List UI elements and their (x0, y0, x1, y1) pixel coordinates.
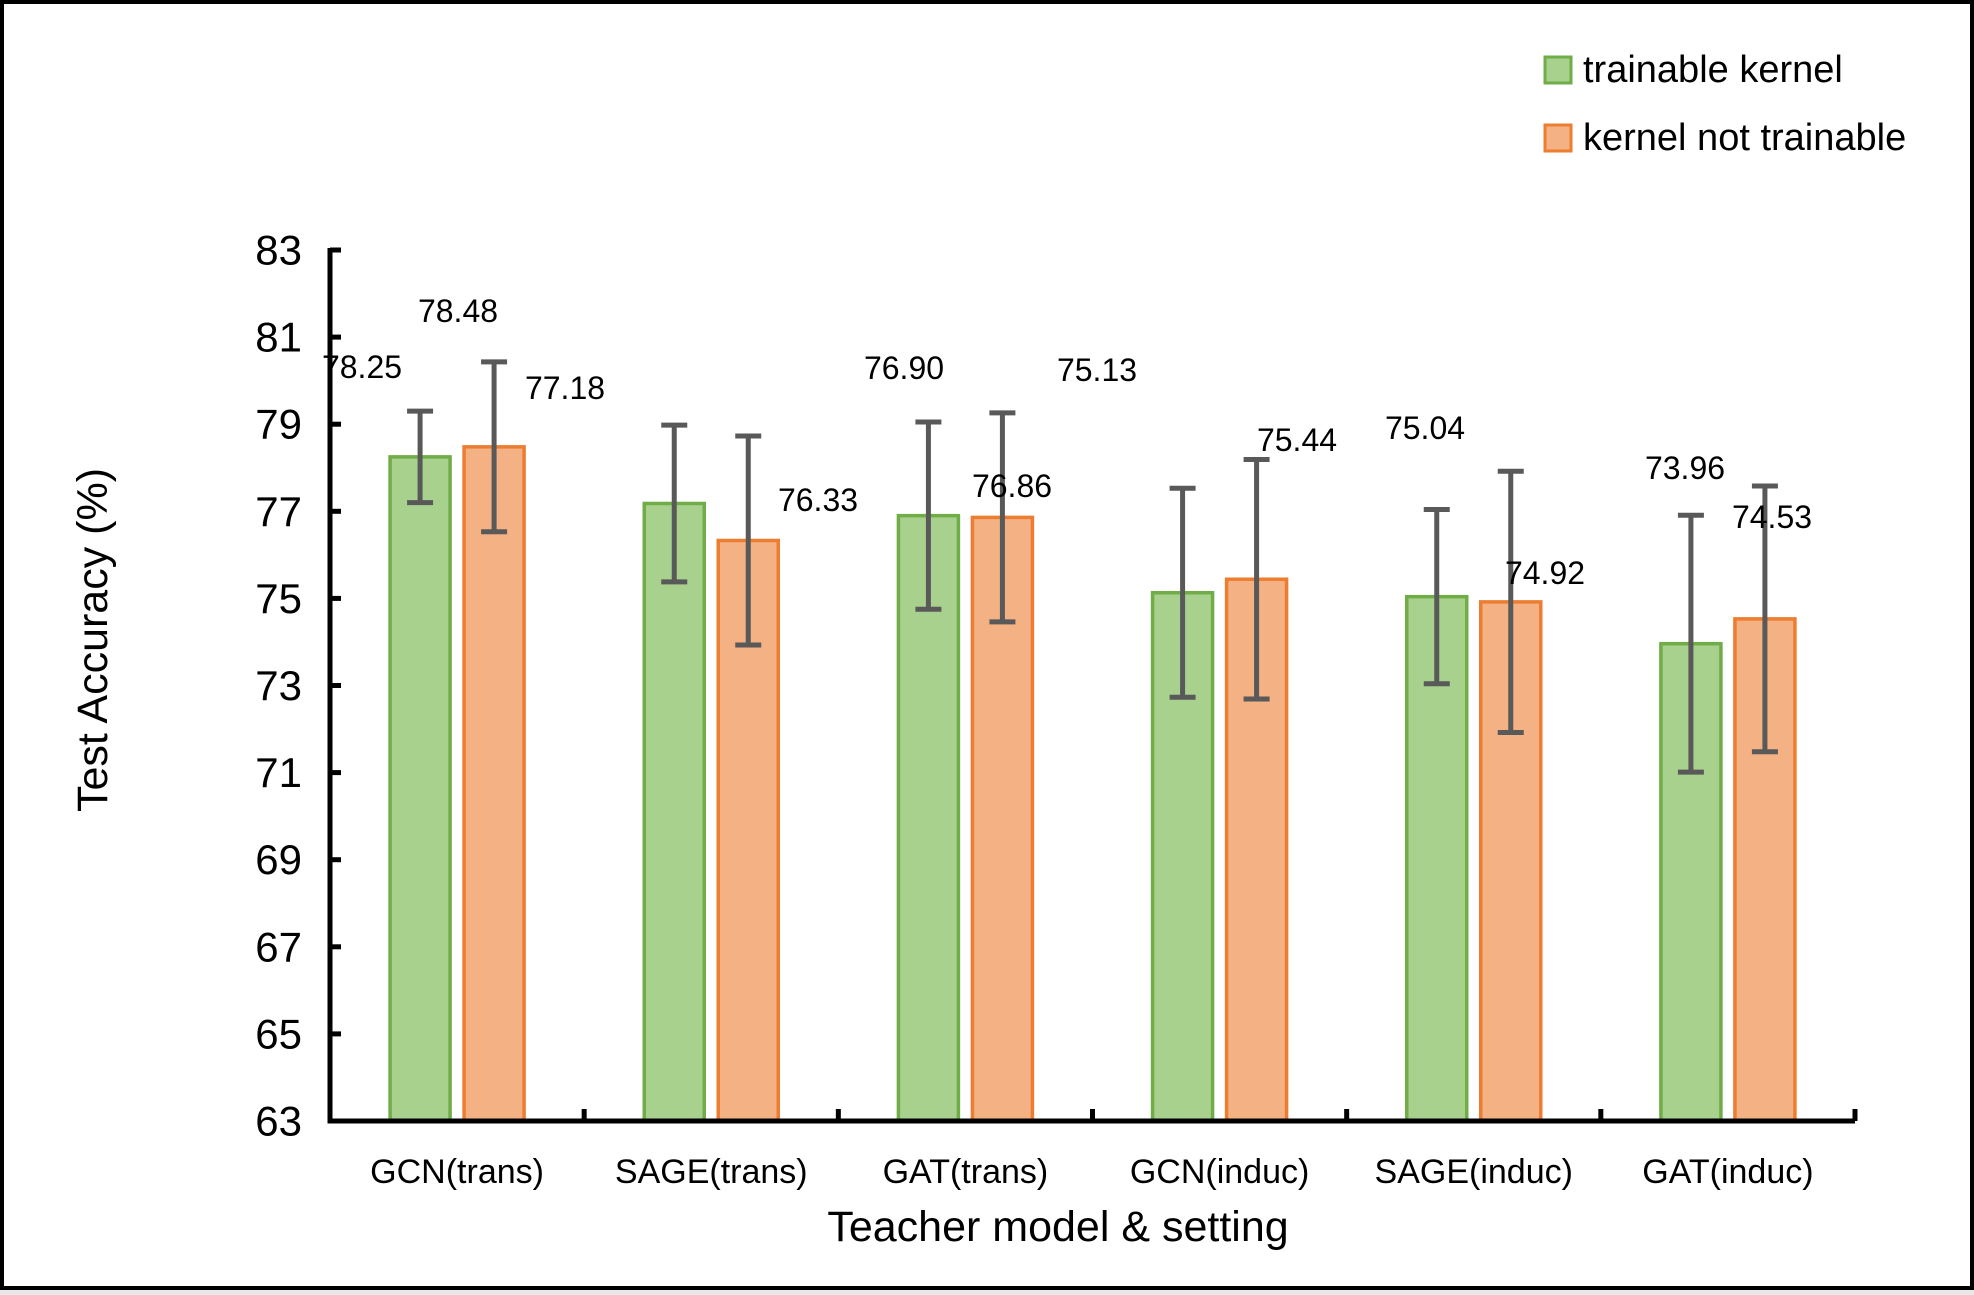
category-label-SAGE(trans): SAGE(trans) (615, 1153, 808, 1191)
bar-trainable-kernel-GCN(trans) (388, 455, 452, 1123)
error-bar-kernel-not-trainable-GAT(induc) (1751, 483, 1778, 755)
y-tick-label-77: 77 (255, 488, 302, 535)
legend-item-trainable-kernel: trainable kernel (1543, 49, 1843, 91)
value-labels-layer: 78.25 77.18 76.90 75.13 75.04 73.96 78.48 76.33… (322, 293, 1812, 591)
value-label-kernel-not-trainable-SAGE(trans): 76.33 (778, 482, 858, 518)
x-axis-title: Teacher model & setting (827, 1203, 1288, 1251)
bar-trainable-kernel-SAGE(trans) (642, 501, 706, 1123)
value-label-kernel-not-trainable-SAGE(induc): 74.92 (1505, 555, 1585, 591)
error-bar-trainable-kernel-SAGE(induc) (1423, 507, 1450, 687)
category-label-GCN(trans): GCN(trans) (370, 1153, 544, 1191)
bars-layer (388, 445, 1797, 1123)
error-bar-kernel-not-trainable-GCN(trans) (481, 359, 508, 535)
y-tick-label-75: 75 (255, 575, 302, 622)
y-tick-label-71: 71 (255, 749, 302, 796)
y-tick-label-73: 73 (255, 662, 302, 709)
error-bar-trainable-kernel-GCN(trans) (407, 408, 434, 506)
y-tick-label-79: 79 (255, 401, 302, 448)
value-label-kernel-not-trainable-GAT(trans): 76.86 (972, 468, 1052, 504)
error-bar-trainable-kernel-SAGE(trans) (661, 422, 688, 585)
value-label-trainable-kernel-GAT(induc): 73.96 (1645, 450, 1725, 486)
value-label-trainable-kernel-GCN(induc): 75.13 (1057, 352, 1137, 388)
y-tick-label-67: 67 (255, 923, 302, 970)
y-axis-title: Test Accuracy (%) (69, 468, 117, 812)
value-label-trainable-kernel-SAGE(trans): 77.18 (525, 370, 605, 406)
value-label-trainable-kernel-GCN(trans): 78.25 (322, 349, 402, 385)
error-bar-trainable-kernel-GAT(trans) (915, 419, 942, 612)
error-bar-kernel-not-trainable-SAGE(induc) (1497, 468, 1524, 736)
category-label-GAT(induc): GAT(induc) (1642, 1153, 1813, 1191)
value-label-trainable-kernel-GAT(trans): 76.90 (864, 350, 944, 386)
legend-swatch-kernel-not-trainable (1543, 123, 1573, 153)
legend: trainable kernel kernel not trainable (1543, 49, 1906, 159)
y-tick-label-69: 69 (255, 836, 302, 883)
error-bar-trainable-kernel-GCN(induc) (1169, 485, 1196, 700)
legend-label-trainable-kernel: trainable kernel (1583, 49, 1843, 91)
category-label-GCN(induc): GCN(induc) (1130, 1153, 1309, 1191)
legend-swatch-trainable-kernel (1543, 55, 1573, 85)
error-bars-layer (407, 359, 1778, 775)
error-bar-kernel-not-trainable-SAGE(trans) (735, 433, 762, 648)
legend-label-kernel-not-trainable: kernel not trainable (1583, 117, 1906, 159)
bar-kernel-not-trainable-GCN(trans) (462, 445, 526, 1123)
value-label-kernel-not-trainable-GCN(trans): 78.48 (418, 293, 498, 329)
legend-item-kernel-not-trainable: kernel not trainable (1543, 117, 1906, 159)
error-bar-kernel-not-trainable-GAT(trans) (989, 410, 1016, 625)
value-label-kernel-not-trainable-GAT(induc): 74.53 (1732, 499, 1812, 535)
category-label-SAGE(induc): SAGE(induc) (1375, 1153, 1573, 1191)
y-tick-label-63: 63 (255, 1098, 302, 1145)
error-bar-kernel-not-trainable-GCN(induc) (1243, 456, 1270, 702)
y-tick-label-83: 83 (255, 227, 302, 274)
value-label-kernel-not-trainable-GCN(induc): 75.44 (1257, 422, 1337, 458)
error-bar-trainable-kernel-GAT(induc) (1677, 512, 1704, 775)
category-label-GAT(trans): GAT(trans) (883, 1153, 1049, 1191)
y-tick-label-81: 81 (255, 314, 302, 361)
value-label-trainable-kernel-SAGE(induc): 75.04 (1385, 410, 1465, 446)
axes-layer (327, 247, 1858, 1124)
tick-labels-layer: 63 65 67 69 71 73 75 77 79 81 83 GCN(trans) SAGE(tra… (255, 227, 1813, 1192)
y-tick-label-65: 65 (255, 1010, 302, 1057)
